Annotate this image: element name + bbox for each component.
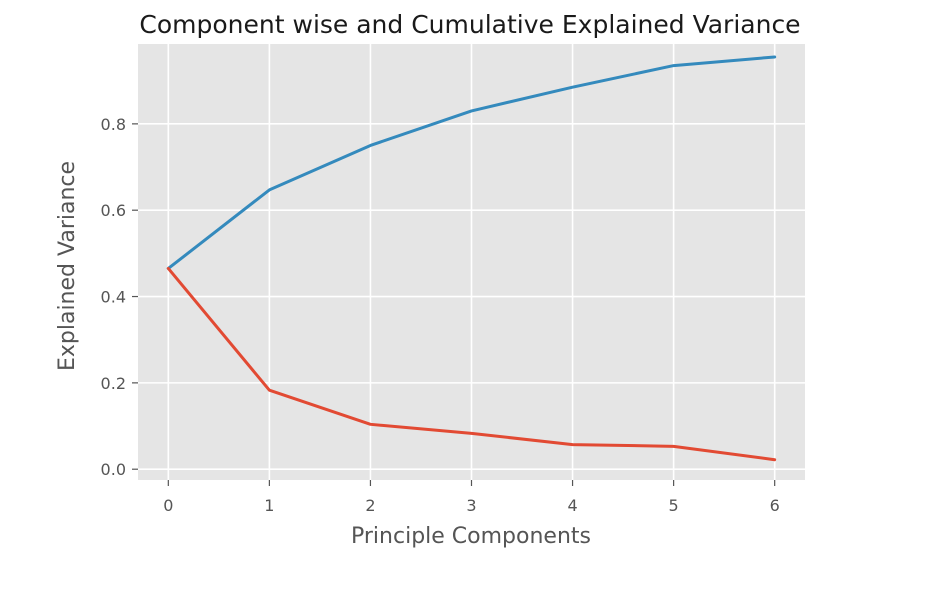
x-tick-label: 3 <box>466 496 476 515</box>
y-tick-label: 0.4 <box>101 288 126 307</box>
chart-title: Component wise and Cumulative Explained … <box>139 10 800 39</box>
y-tick-label: 0.6 <box>101 201 126 220</box>
y-axis-label: Explained Variance <box>55 161 80 371</box>
series-group <box>166 55 777 462</box>
x-axis: 0 1 2 3 4 5 6 <box>163 480 780 515</box>
grid <box>138 44 805 480</box>
x-tick-label: 4 <box>567 496 577 515</box>
y-tick-label: 0.0 <box>101 460 126 479</box>
x-tick-label: 1 <box>264 496 274 515</box>
y-tick-label: 0.8 <box>101 115 126 134</box>
x-tick-label: 5 <box>669 496 679 515</box>
series-line-1 <box>166 266 777 462</box>
y-axis: 0.0 0.2 0.4 0.6 0.8 <box>101 115 138 479</box>
x-tick-label: 0 <box>163 496 173 515</box>
y-tick-label: 0.2 <box>101 374 126 393</box>
x-axis-label: Principle Components <box>351 524 591 549</box>
x-tick-label: 2 <box>365 496 375 515</box>
series-line-0 <box>166 55 777 270</box>
x-tick-label: 6 <box>770 496 780 515</box>
